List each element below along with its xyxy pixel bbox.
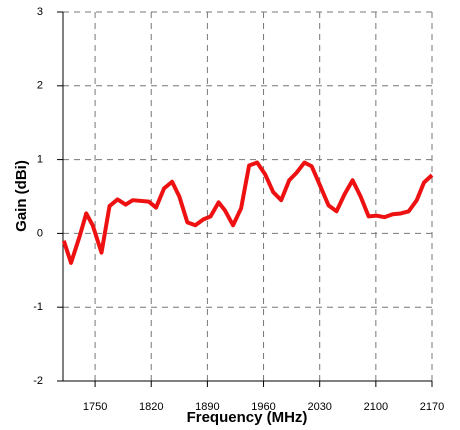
x-tick-label: 1890 bbox=[195, 401, 219, 413]
y-tick-label: -2 bbox=[33, 375, 43, 387]
y-tick-label: 0 bbox=[37, 227, 43, 239]
x-axis-label: Frequency (MHz) bbox=[187, 409, 308, 426]
x-tick-label: 2100 bbox=[364, 401, 388, 413]
x-tick-label: 1750 bbox=[83, 401, 107, 413]
x-tick-label: 2170 bbox=[420, 401, 444, 413]
y-tick-label: -1 bbox=[33, 301, 43, 313]
y-tick-label: 1 bbox=[37, 154, 43, 166]
y-tick-label: 2 bbox=[37, 80, 43, 92]
data-line bbox=[61, 160, 434, 265]
y-tick-label: 3 bbox=[37, 6, 43, 18]
x-tick-label: 1820 bbox=[139, 401, 163, 413]
x-tick-label: 1960 bbox=[251, 401, 275, 413]
y-axis-label: Gain (dBi) bbox=[13, 160, 30, 232]
x-tick-label: 2030 bbox=[307, 401, 331, 413]
